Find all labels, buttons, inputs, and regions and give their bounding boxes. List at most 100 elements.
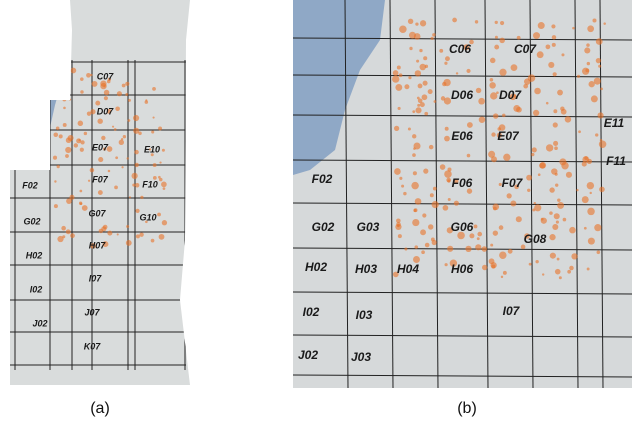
density-dot <box>593 77 601 85</box>
density-dot <box>423 56 428 61</box>
density-dot <box>90 243 96 249</box>
density-dot <box>54 180 57 183</box>
map-panel-b: C06 C07 D06 D07 E06 E07 F06 F07 G06 G02 G03 F02 H02 H… <box>293 0 632 388</box>
density-dot <box>394 168 401 175</box>
density-dot <box>455 72 459 75</box>
density-dot <box>599 186 605 193</box>
density-dot <box>158 175 161 179</box>
density-dot <box>576 188 579 192</box>
density-dot <box>444 61 448 65</box>
density-dot <box>134 183 140 188</box>
density-dot <box>503 153 511 161</box>
density-dot <box>125 81 130 86</box>
density-dot <box>440 96 446 101</box>
density-dot <box>553 213 560 220</box>
density-dot <box>128 196 132 199</box>
density-dot <box>416 96 420 100</box>
density-dot <box>598 140 607 148</box>
density-dot <box>399 25 407 33</box>
density-dot <box>587 25 595 33</box>
density-dot <box>512 94 517 98</box>
density-dot <box>65 229 71 235</box>
grid-line <box>599 0 604 388</box>
density-dot <box>416 59 420 63</box>
density-dot <box>533 32 541 40</box>
density-dot <box>595 133 599 137</box>
density-dot <box>478 116 486 123</box>
density-dot <box>121 83 126 88</box>
grid-cell-label: F02 <box>22 180 38 190</box>
density-dot <box>514 184 519 190</box>
density-dot <box>598 64 602 68</box>
density-dot <box>551 42 556 47</box>
density-dot <box>536 51 544 59</box>
density-dot <box>101 135 106 141</box>
density-dot <box>103 96 108 101</box>
density-dot <box>70 67 77 74</box>
density-dot <box>498 182 502 187</box>
density-dot <box>594 224 602 232</box>
density-dot <box>494 20 498 25</box>
density-dot <box>408 31 416 39</box>
density-dot <box>586 43 590 47</box>
density-dot <box>549 234 556 241</box>
density-dot <box>431 239 437 246</box>
density-dot <box>401 184 405 188</box>
density-dot <box>539 162 546 169</box>
density-dot <box>447 245 454 252</box>
density-dot <box>431 201 439 209</box>
density-dot <box>158 126 163 131</box>
density-dot <box>76 138 82 144</box>
density-dot <box>481 264 488 271</box>
density-dot <box>493 113 499 119</box>
density-dot <box>152 175 157 180</box>
density-dot <box>138 131 142 136</box>
density-dot <box>430 36 434 40</box>
density-dot <box>541 273 545 276</box>
density-dot <box>102 147 107 151</box>
density-dot <box>151 130 155 134</box>
grid-cell-label: F02 <box>312 172 333 186</box>
grid-cell-label: H07 <box>89 240 107 250</box>
grid-cell-label: C07 <box>97 71 115 81</box>
density-dot <box>395 83 403 91</box>
density-dot <box>510 64 518 72</box>
density-dot <box>62 235 66 239</box>
density-dot <box>161 148 165 152</box>
density-dot <box>134 162 139 168</box>
density-dot <box>417 98 423 104</box>
density-dot <box>407 127 411 131</box>
density-dot <box>144 100 149 104</box>
grid-line <box>293 159 632 163</box>
density-dot <box>567 269 571 274</box>
density-dot <box>565 171 572 178</box>
density-dot <box>532 109 540 117</box>
density-dot <box>600 87 603 91</box>
density-dot <box>473 224 478 229</box>
density-dot <box>595 38 603 45</box>
density-dot <box>553 140 559 146</box>
density-dot <box>478 97 485 105</box>
density-dot <box>145 220 148 224</box>
grid-cell-label: I02 <box>303 305 320 319</box>
density-dot <box>70 233 75 239</box>
grid-cell-label: E07 <box>92 142 109 152</box>
density-dot <box>148 148 152 151</box>
density-dot <box>116 91 122 97</box>
grid-line <box>344 0 349 388</box>
density-dot <box>127 119 131 122</box>
density-dot <box>428 224 434 230</box>
caption: (a) <box>90 400 110 417</box>
density-dot <box>586 61 591 66</box>
density-dot <box>545 44 551 50</box>
grid-cell-label: J02 <box>298 348 318 362</box>
density-dot <box>55 126 60 131</box>
grid-line <box>293 37 632 41</box>
density-dot <box>587 207 595 216</box>
density-dot <box>122 135 127 139</box>
density-dot <box>520 244 526 250</box>
density-dot <box>133 127 140 134</box>
grid-cell-label: F06 <box>452 176 473 190</box>
density-dot <box>89 167 95 173</box>
grid-line <box>293 374 632 378</box>
